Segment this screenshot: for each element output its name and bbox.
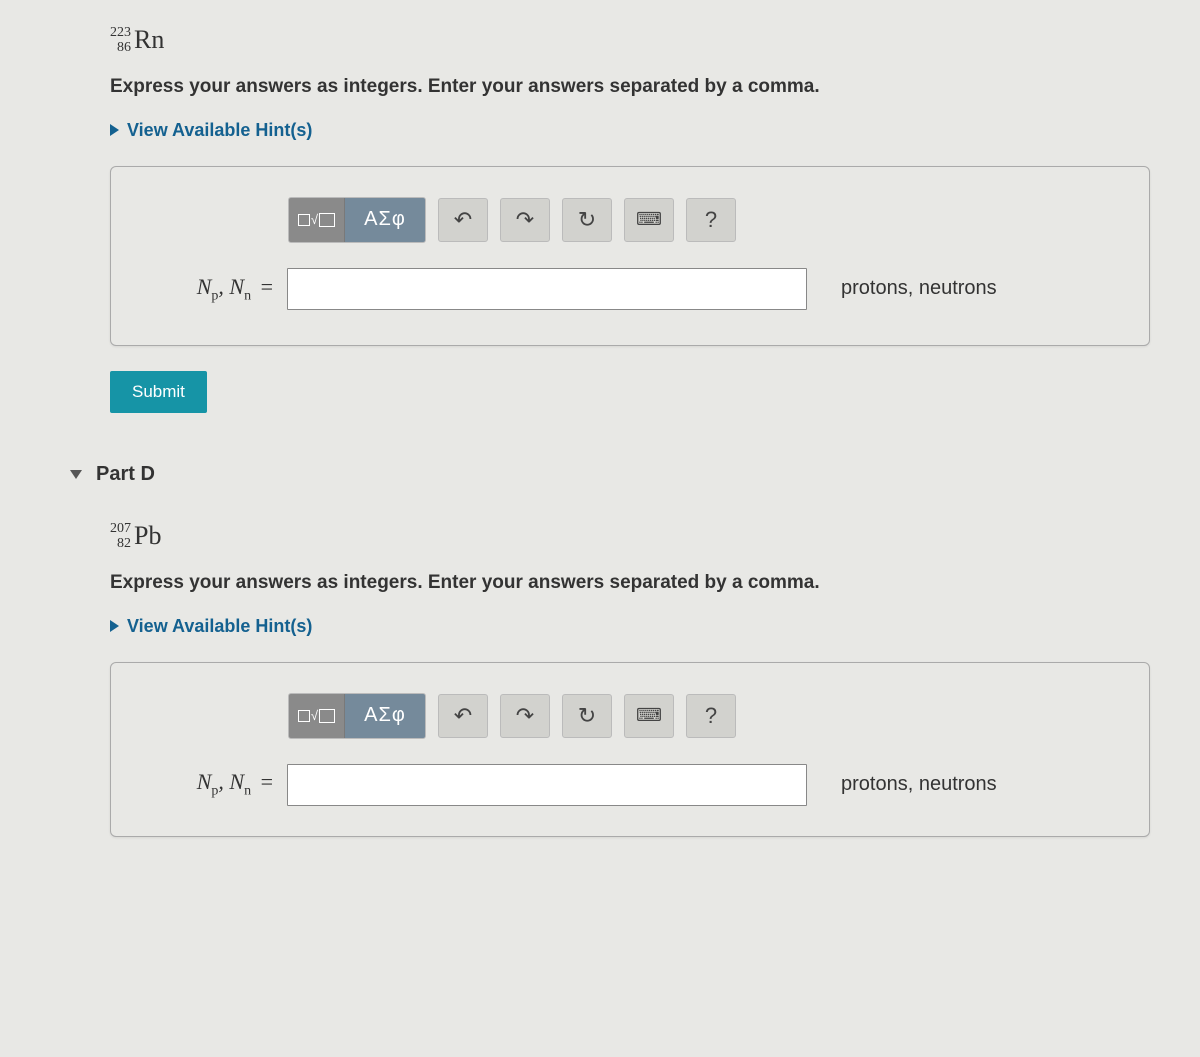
reset-button[interactable]: ↻ bbox=[562, 198, 612, 242]
keyboard-icon: ⌨ bbox=[636, 705, 662, 726]
reset-button[interactable]: ↻ bbox=[562, 694, 612, 738]
math-template-icon: √ bbox=[298, 212, 335, 227]
math-template-icon: √ bbox=[298, 708, 335, 723]
undo-button[interactable]: ↶ bbox=[438, 198, 488, 242]
chevron-right-icon bbox=[110, 620, 119, 632]
toolbar-group-templates: √ ΑΣφ bbox=[288, 197, 426, 243]
help-label: ? bbox=[705, 703, 717, 729]
toolbar-group-templates: √ ΑΣφ bbox=[288, 693, 426, 739]
reset-icon: ↻ bbox=[578, 703, 596, 729]
isotope-notation-rn: 223 86 Rn bbox=[110, 25, 1150, 56]
redo-button[interactable]: ↷ bbox=[500, 198, 550, 242]
mass-number: 223 bbox=[110, 25, 131, 40]
undo-button[interactable]: ↶ bbox=[438, 694, 488, 738]
answer-panel: √ ΑΣφ ↶ ↷ ↻ ⌨ ? bbox=[110, 662, 1150, 837]
part-d-header[interactable]: Part D bbox=[70, 463, 1150, 486]
greek-letters-button[interactable]: ΑΣφ bbox=[345, 198, 425, 242]
template-button[interactable]: √ bbox=[289, 198, 345, 242]
chevron-down-icon bbox=[70, 470, 82, 479]
answer-panel: √ ΑΣφ ↶ ↷ ↻ ⌨ ? bbox=[110, 166, 1150, 346]
greek-label: ΑΣφ bbox=[364, 208, 406, 231]
submit-button[interactable]: Submit bbox=[110, 371, 207, 413]
variable-label: Np, Nn = bbox=[133, 274, 273, 304]
atomic-number: 86 bbox=[110, 40, 131, 55]
greek-label: ΑΣφ bbox=[364, 704, 406, 727]
hints-label: View Available Hint(s) bbox=[127, 616, 312, 637]
unit-label: protons, neutrons bbox=[841, 773, 997, 796]
redo-icon: ↷ bbox=[516, 207, 534, 233]
answer-input[interactable] bbox=[287, 764, 807, 806]
help-label: ? bbox=[705, 207, 717, 233]
element-symbol: Rn bbox=[134, 25, 164, 55]
undo-icon: ↶ bbox=[454, 207, 472, 233]
reset-icon: ↻ bbox=[578, 207, 596, 233]
element-symbol: Pb bbox=[134, 521, 161, 551]
help-button[interactable]: ? bbox=[686, 198, 736, 242]
keyboard-button[interactable]: ⌨ bbox=[624, 198, 674, 242]
isotope-notation-pb: 207 82 Pb bbox=[110, 521, 1150, 552]
equation-toolbar: √ ΑΣφ ↶ ↷ ↻ ⌨ ? bbox=[288, 693, 1127, 739]
keyboard-icon: ⌨ bbox=[636, 209, 662, 230]
variable-label: Np, Nn = bbox=[133, 769, 273, 799]
unit-label: protons, neutrons bbox=[841, 277, 997, 300]
greek-letters-button[interactable]: ΑΣφ bbox=[345, 694, 425, 738]
answer-row: Np, Nn = protons, neutrons bbox=[133, 764, 1127, 806]
chevron-right-icon bbox=[110, 124, 119, 136]
equation-toolbar: √ ΑΣφ ↶ ↷ ↻ ⌨ ? bbox=[288, 197, 1127, 243]
instruction-text: Express your answers as integers. Enter … bbox=[110, 572, 1150, 594]
view-hints-link[interactable]: View Available Hint(s) bbox=[110, 120, 1150, 141]
redo-button[interactable]: ↷ bbox=[500, 694, 550, 738]
undo-icon: ↶ bbox=[454, 703, 472, 729]
mass-number: 207 bbox=[110, 521, 131, 536]
view-hints-link[interactable]: View Available Hint(s) bbox=[110, 616, 1150, 637]
redo-icon: ↷ bbox=[516, 703, 534, 729]
instruction-text: Express your answers as integers. Enter … bbox=[110, 76, 1150, 98]
hints-label: View Available Hint(s) bbox=[127, 120, 312, 141]
help-button[interactable]: ? bbox=[686, 694, 736, 738]
part-title: Part D bbox=[96, 463, 155, 486]
atomic-number: 82 bbox=[110, 536, 131, 551]
answer-input[interactable] bbox=[287, 268, 807, 310]
keyboard-button[interactable]: ⌨ bbox=[624, 694, 674, 738]
answer-row: Np, Nn = protons, neutrons bbox=[133, 268, 1127, 310]
template-button[interactable]: √ bbox=[289, 694, 345, 738]
